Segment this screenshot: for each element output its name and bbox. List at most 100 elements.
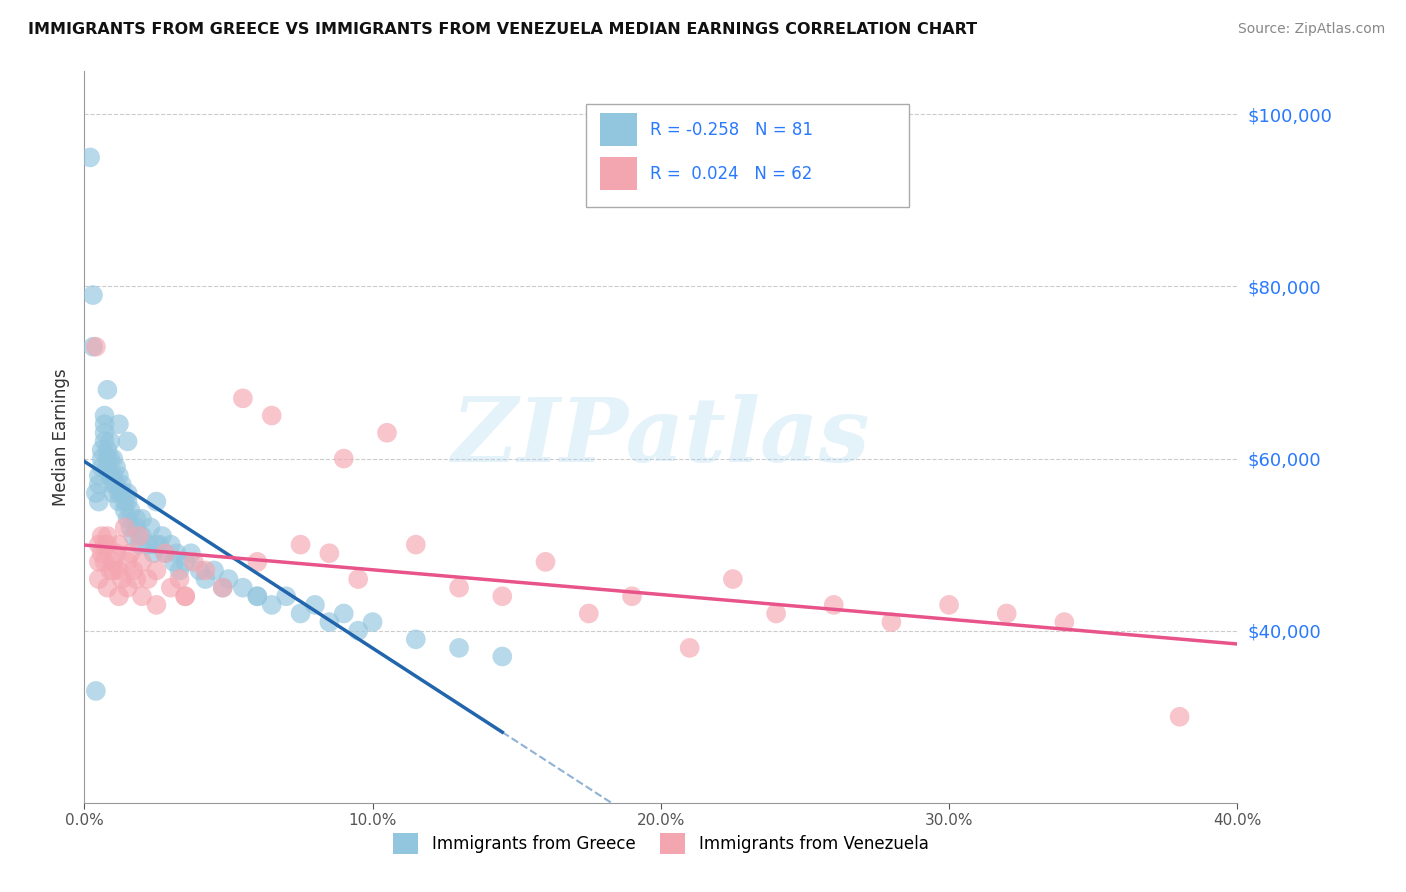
Point: [304, 598, 326, 612]
Point: [679, 640, 702, 655]
Point: [194, 572, 217, 586]
Point: [84, 684, 107, 698]
Point: [105, 460, 128, 475]
Point: [211, 581, 233, 595]
Legend: Immigrants from Greece, Immigrants from Venezuela: Immigrants from Greece, Immigrants from …: [387, 827, 935, 860]
Point: [938, 598, 960, 612]
Point: [148, 538, 170, 552]
Point: [87, 494, 110, 508]
Point: [361, 615, 384, 629]
Point: [96, 538, 118, 552]
Y-axis label: Median Earnings: Median Earnings: [52, 368, 70, 506]
Point: [96, 383, 118, 397]
Point: [128, 529, 150, 543]
Point: [333, 451, 356, 466]
Point: [142, 546, 165, 560]
Point: [108, 468, 131, 483]
Point: [347, 572, 370, 586]
Point: [96, 529, 118, 543]
Point: [111, 572, 134, 586]
Point: [174, 589, 197, 603]
Point: [169, 572, 191, 586]
Point: [246, 589, 269, 603]
FancyBboxPatch shape: [586, 104, 908, 207]
Point: [163, 555, 186, 569]
Point: [120, 520, 142, 534]
Point: [84, 340, 107, 354]
Point: [375, 425, 398, 440]
Point: [103, 564, 124, 578]
Point: [117, 434, 139, 449]
Point: [90, 529, 112, 543]
Point: [108, 417, 131, 432]
Point: [169, 564, 191, 578]
Point: [491, 589, 513, 603]
Point: [180, 546, 202, 560]
Point: [87, 572, 110, 586]
Point: [160, 581, 183, 595]
Point: [405, 538, 427, 552]
Point: [232, 581, 254, 595]
Text: R =  0.024   N = 62: R = 0.024 N = 62: [651, 165, 813, 183]
Text: R = -0.258   N = 81: R = -0.258 N = 81: [651, 121, 814, 139]
Point: [139, 520, 162, 534]
Point: [82, 288, 104, 302]
Point: [131, 512, 153, 526]
Point: [260, 409, 283, 423]
Point: [114, 503, 136, 517]
Point: [136, 572, 159, 586]
Point: [125, 512, 148, 526]
Point: [145, 538, 167, 552]
Point: [721, 572, 744, 586]
Point: [183, 555, 205, 569]
Point: [87, 538, 110, 552]
Point: [136, 538, 159, 552]
Point: [108, 589, 131, 603]
Point: [117, 494, 139, 508]
Point: [145, 564, 167, 578]
Point: [218, 572, 240, 586]
Point: [174, 589, 197, 603]
Point: [93, 425, 115, 440]
Point: [153, 546, 176, 560]
Point: [260, 598, 283, 612]
Point: [114, 494, 136, 508]
Point: [108, 486, 131, 500]
Text: Source: ZipAtlas.com: Source: ZipAtlas.com: [1237, 22, 1385, 37]
Point: [93, 538, 115, 552]
Point: [232, 392, 254, 406]
Point: [117, 581, 139, 595]
Point: [333, 607, 356, 621]
Point: [96, 460, 118, 475]
Point: [1168, 710, 1191, 724]
Point: [290, 607, 312, 621]
Point: [87, 468, 110, 483]
Point: [108, 494, 131, 508]
Point: [105, 477, 128, 491]
Point: [145, 494, 167, 508]
Point: [405, 632, 427, 647]
Point: [125, 520, 148, 534]
Point: [117, 555, 139, 569]
Point: [122, 529, 145, 543]
Point: [318, 546, 340, 560]
Point: [103, 451, 124, 466]
Point: [194, 564, 217, 578]
Point: [103, 486, 124, 500]
Point: [122, 564, 145, 578]
Point: [125, 572, 148, 586]
Point: [90, 442, 112, 457]
Point: [103, 468, 124, 483]
Bar: [600, 157, 637, 190]
Point: [318, 615, 340, 629]
Point: [131, 589, 153, 603]
Point: [117, 486, 139, 500]
Point: [150, 529, 173, 543]
Point: [96, 451, 118, 466]
Point: [98, 468, 121, 483]
Point: [347, 624, 370, 638]
Point: [96, 581, 118, 595]
Point: [145, 598, 167, 612]
Point: [120, 503, 142, 517]
Point: [823, 598, 845, 612]
